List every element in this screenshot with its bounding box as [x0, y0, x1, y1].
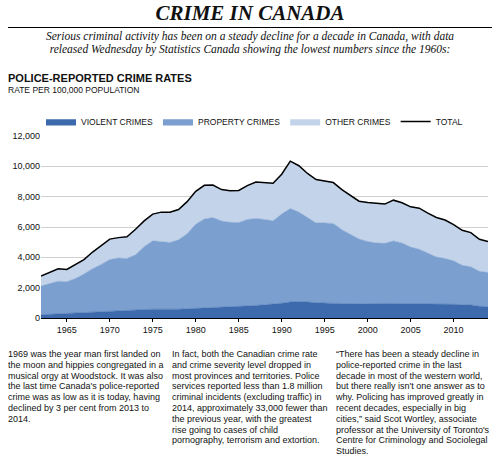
svg-text:12,000: 12,000 — [12, 131, 40, 141]
svg-text:1965: 1965 — [57, 325, 77, 335]
html-text:“There has been a steady decli: “There has been a steady decline in poli… — [336, 349, 490, 457]
svg-text:1970: 1970 — [100, 325, 120, 335]
svg-text:2010: 2010 — [444, 325, 464, 335]
svg-text:2,000: 2,000 — [17, 283, 40, 293]
html-text:RATE PER 100,000 POPULATION: RATE PER 100,000 POPULATION — [8, 85, 140, 95]
svg-text:8,000: 8,000 — [17, 192, 40, 202]
html-text:In fact, both the Canadian cri: In fact, both the Canadian crime rate an… — [172, 349, 328, 446]
svg-text:1975: 1975 — [143, 325, 163, 335]
svg-text:VIOLENT CRIMES: VIOLENT CRIMES — [81, 117, 153, 127]
svg-text:1990: 1990 — [272, 325, 292, 335]
svg-text:4,000: 4,000 — [17, 252, 40, 262]
svg-text:6,000: 6,000 — [17, 222, 40, 232]
svg-text:1985: 1985 — [229, 325, 249, 335]
svg-text:TOTAL: TOTAL — [436, 117, 463, 127]
svg-text:PROPERTY CRIMES: PROPERTY CRIMES — [198, 117, 280, 127]
html-text:CRIME IN CANADA: CRIME IN CANADA — [155, 1, 345, 25]
svg-text:OTHER CRIMES: OTHER CRIMES — [325, 117, 391, 127]
svg-text:1995: 1995 — [315, 325, 335, 335]
svg-text:2005: 2005 — [401, 325, 421, 335]
html-text:Serious criminal activity has: Serious criminal activity has been on a … — [45, 30, 455, 55]
svg-text:2000: 2000 — [358, 325, 378, 335]
svg-text:10,000: 10,000 — [12, 161, 40, 171]
svg-text:0: 0 — [35, 313, 40, 323]
html-text:POLICE-REPORTED CRIME RATES: POLICE-REPORTED CRIME RATES — [8, 72, 192, 84]
html-text:1969 was the year man first la: 1969 was the year man first landed on th… — [8, 349, 164, 424]
svg-text:1980: 1980 — [186, 325, 206, 335]
